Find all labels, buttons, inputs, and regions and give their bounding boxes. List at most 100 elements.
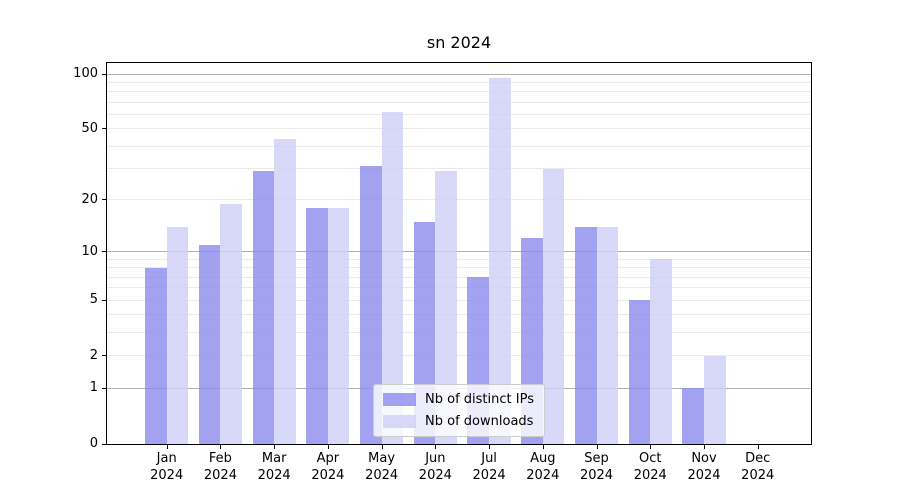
x-tick-mark-sep <box>596 445 598 449</box>
y-tick-label-100: 100 <box>73 66 98 81</box>
x-tick-month: Mar <box>261 451 287 466</box>
legend-patch-downloads <box>383 415 417 428</box>
y-gridline-minor-90 <box>107 81 811 83</box>
legend: Nb of distinct IPs Nb of downloads <box>373 384 545 437</box>
bar-jan-distinct-ips <box>145 267 167 444</box>
plot-area: sn 2024 Nb of distinct IPs Nb of downloa… <box>106 33 812 445</box>
y-gridline-minor-7 <box>107 276 811 278</box>
x-tick-mark-nov <box>704 445 705 449</box>
y-gridline-minor-5 <box>107 299 811 301</box>
chart-title: sn 2024 <box>426 33 492 52</box>
bar-apr-downloads <box>327 207 350 444</box>
x-tick-year: 2024 <box>311 468 345 483</box>
legend-row-downloads: Nb of downloads <box>383 414 534 429</box>
legend-row-distinct-ips: Nb of distinct IPs <box>383 392 534 407</box>
x-tick-label-nov: Nov 2024 <box>674 450 734 484</box>
bar-jan-downloads <box>166 226 189 444</box>
y-gridline-minor-20 <box>107 199 811 201</box>
x-tick-month: Oct <box>639 451 662 466</box>
y-tick-label-1: 1 <box>89 380 98 396</box>
y-gridline-minor-6 <box>107 287 811 289</box>
x-tick-label-jan: Jan 2024 <box>137 450 197 484</box>
y-gridline-major-10 <box>107 251 811 253</box>
y-tick-label-20: 20 <box>81 191 98 207</box>
y-gridline-minor-80 <box>107 91 811 93</box>
x-tick-label-dec: Dec 2024 <box>728 450 788 484</box>
bar-jul-downloads <box>489 78 511 444</box>
x-tick-month: May <box>368 451 396 466</box>
y-gridline-minor-4 <box>107 314 811 316</box>
x-tick-label-jul: Jul 2024 <box>459 450 519 484</box>
bar-mar-downloads <box>274 138 296 444</box>
y-gridline-minor-3 <box>107 332 811 334</box>
bar-oct-distinct-ips <box>628 300 651 444</box>
y-gridline-minor-9 <box>107 258 811 260</box>
x-tick-label-sep: Sep 2024 <box>567 450 627 484</box>
bar-feb-distinct-ips <box>198 244 221 444</box>
x-tick-label-mar: Mar 2024 <box>244 450 304 484</box>
x-tick-label-may: May 2024 <box>352 450 412 484</box>
y-tick-mark-1 <box>102 387 106 389</box>
y-tick-mark-0 <box>102 443 106 445</box>
x-tick-mark-jul <box>489 445 491 449</box>
y-tick-label-10: 10 <box>81 243 98 259</box>
x-tick-month: Nov <box>691 451 717 466</box>
bar-nov-distinct-ips <box>682 388 704 444</box>
y-gridline-minor-60 <box>107 113 811 115</box>
y-tick-mark-2 <box>102 355 106 357</box>
x-tick-year: 2024 <box>741 468 775 483</box>
y-tick-label-2: 2 <box>89 347 98 363</box>
x-tick-mark-jun <box>435 445 437 449</box>
x-tick-year: 2024 <box>526 468 560 483</box>
x-tick-month: Aug <box>530 451 556 466</box>
y-tick-mark-100 <box>102 73 106 75</box>
x-tick-month: Jan <box>156 451 177 466</box>
x-tick-label-apr: Apr 2024 <box>298 450 358 484</box>
y-tick-mark-50 <box>102 128 106 130</box>
bar-feb-downloads <box>220 203 243 444</box>
x-tick-year: 2024 <box>365 468 399 483</box>
x-tick-year: 2024 <box>687 468 721 483</box>
x-tick-year: 2024 <box>150 468 184 483</box>
x-tick-label-aug: Aug 2024 <box>513 450 573 484</box>
x-tick-year: 2024 <box>418 468 452 483</box>
x-tick-label-jun: Jun 2024 <box>405 450 465 484</box>
x-tick-mark-mar <box>274 445 276 449</box>
y-gridline-minor-8 <box>107 267 811 269</box>
legend-patch-distinct-ips <box>383 393 417 406</box>
x-tick-mark-aug <box>542 445 544 449</box>
bar-may-distinct-ips <box>360 166 382 444</box>
y-gridline-minor-40 <box>107 145 811 147</box>
bar-oct-downloads <box>650 259 672 444</box>
x-tick-year: 2024 <box>579 468 614 483</box>
y-tick-mark-5 <box>102 299 106 301</box>
x-tick-year: 2024 <box>257 468 291 483</box>
y-gridline-major-100 <box>107 73 811 75</box>
bar-mar-distinct-ips <box>252 171 275 444</box>
x-tick-mark-jan <box>166 445 168 449</box>
x-tick-month: Dec <box>745 451 771 466</box>
x-tick-label-oct: Oct 2024 <box>620 450 680 484</box>
bar-may-downloads <box>381 111 404 444</box>
x-tick-year: 2024 <box>472 468 506 483</box>
bar-aug-downloads <box>542 168 565 444</box>
x-tick-month: Jun <box>425 451 446 466</box>
x-tick-mark-dec <box>757 445 759 449</box>
y-tick-mark-10 <box>102 251 106 253</box>
bar-jun-downloads <box>435 171 457 444</box>
legend-label-downloads: Nb of downloads <box>425 414 534 429</box>
legend-label-distinct-ips: Nb of distinct IPs <box>425 392 534 407</box>
x-tick-mark-apr <box>327 445 329 449</box>
x-tick-mark-oct <box>650 445 652 449</box>
bar-sep-downloads <box>596 226 619 444</box>
y-gridline-minor-50 <box>107 128 811 130</box>
y-tick-label-0: 0 <box>89 436 98 451</box>
y-gridline-minor-30 <box>107 168 811 170</box>
x-tick-year: 2024 <box>633 468 667 483</box>
x-tick-month: Jul <box>481 451 497 466</box>
y-tick-label-5: 5 <box>89 292 98 308</box>
x-tick-month: Apr <box>316 451 340 466</box>
x-tick-month: Sep <box>584 451 609 466</box>
y-tick-mark-20 <box>102 199 106 201</box>
